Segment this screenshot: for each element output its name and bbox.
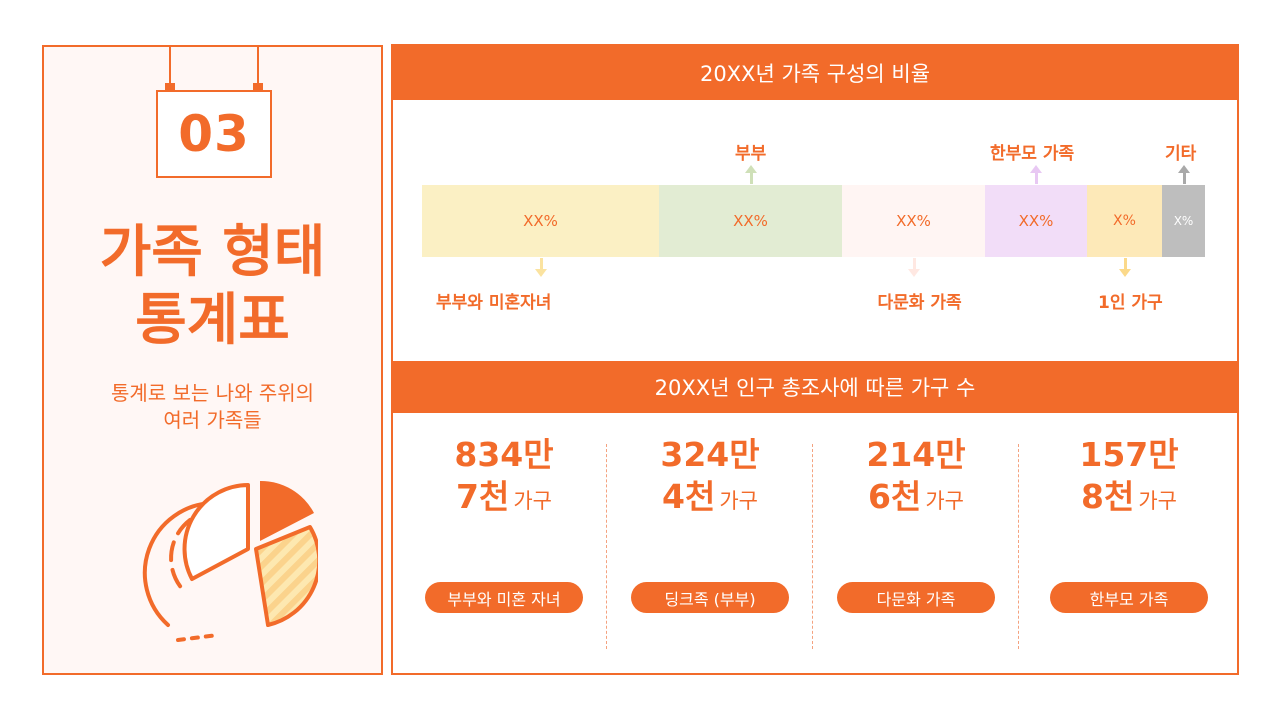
ratio-segment-value: XX%	[1018, 212, 1054, 230]
ratio-segment-value: XX%	[733, 212, 768, 230]
stat-divider	[1018, 444, 1019, 649]
sign-hanger-left	[169, 45, 171, 85]
page-subtitle-line1: 통계로 보는 나와 주위의	[110, 381, 315, 405]
stat-value-thousands: 8천	[1081, 477, 1135, 516]
ratio-segment-value: X%	[1113, 213, 1136, 229]
arrow-up-icon	[1030, 165, 1042, 185]
stat-unit: 가구	[1138, 489, 1177, 513]
stat-value-line1: 157만	[1079, 435, 1179, 474]
household-stat: 834만 7천 가구	[404, 434, 604, 522]
stat-unit: 가구	[719, 489, 758, 513]
ratio-segment: XX%	[659, 185, 842, 257]
household-stat: 157만 8천 가구	[1029, 434, 1229, 522]
household-stat: 214만 6천 가구	[816, 434, 1016, 522]
arrow-down-icon	[907, 258, 920, 278]
page-subtitle-line2: 여러 가족들	[163, 408, 262, 432]
stat-divider	[812, 444, 813, 649]
section2-title: 20XX년 인구 총조사에 따른 가구 수	[654, 376, 976, 400]
ratio-segment: X%	[1087, 185, 1162, 257]
stat-value-thousands: 7천	[456, 477, 510, 516]
page-subtitle: 통계로 보는 나와 주위의 여러 가족들	[44, 380, 381, 434]
ratio-segment: XX%	[422, 185, 659, 257]
section1-header: 20XX년 가족 구성의 비율	[393, 46, 1237, 100]
stat-value-line2: 6천 가구	[816, 476, 1016, 522]
section1-title: 20XX년 가족 구성의 비율	[699, 62, 931, 86]
ratio-segment-label: 부부와 미혼자녀	[436, 293, 552, 313]
stat-value-thousands: 4천	[662, 477, 716, 516]
ratio-segment: X%	[1162, 185, 1205, 257]
ratio-segment-label: 부부	[735, 144, 767, 164]
ratio-segment-label: 기타	[1165, 144, 1197, 164]
ratio-segment: XX%	[985, 185, 1087, 257]
ratio-segment-label: 1인 가구	[1098, 293, 1163, 313]
stat-category-label: 딩크족 (부부)	[664, 589, 756, 609]
ratio-segment-label: 다문화 가족	[877, 293, 962, 313]
ratio-segment: XX%	[842, 185, 985, 257]
arrow-down-icon	[534, 258, 547, 278]
stat-divider	[606, 444, 607, 649]
stat-value-line1: 324만	[660, 435, 760, 474]
stat-value-line1: 214만	[866, 435, 966, 474]
arrow-up-icon	[744, 165, 757, 185]
ratio-segment-value: XX%	[896, 212, 931, 230]
arrow-up-icon	[1177, 165, 1190, 185]
stat-value-line2: 4천 가구	[610, 476, 810, 522]
page-title-line2: 통계표	[135, 288, 290, 353]
stat-value-thousands: 6천	[868, 477, 922, 516]
stat-category-label: 부부와 미혼 자녀	[447, 589, 561, 609]
sign-pin-right	[253, 83, 263, 93]
stat-category-label: 한부모 가족	[1089, 589, 1169, 609]
stat-category-pill: 부부와 미혼 자녀	[425, 582, 583, 613]
stat-value-line2: 8천 가구	[1029, 476, 1229, 522]
page-title-line1: 가족 형태	[99, 220, 326, 285]
arrow-down-icon	[1118, 258, 1131, 278]
ratio-segment-value: X%	[1173, 214, 1194, 228]
stat-value-line1: 834만	[454, 435, 554, 474]
section-number-sign: 03	[156, 90, 272, 178]
stat-unit: 가구	[513, 489, 552, 513]
stat-category-pill: 다문화 가족	[837, 582, 995, 613]
sign-hanger-right	[257, 45, 259, 85]
household-stat: 324만 4천 가구	[610, 434, 810, 522]
stat-value-line2: 7천 가구	[404, 476, 604, 522]
stat-unit: 가구	[925, 489, 964, 513]
stat-category-pill: 딩크족 (부부)	[631, 582, 789, 613]
right-panel: 20XX년 가족 구성의 비율 20XX년 인구 총조사에 따른 가구 수 XX…	[391, 44, 1239, 675]
sign-pin-left	[165, 83, 175, 93]
ratio-segment-value: XX%	[523, 212, 558, 230]
section2-header: 20XX년 인구 총조사에 따른 가구 수	[393, 361, 1237, 413]
stat-category-label: 다문화 가족	[876, 589, 956, 609]
page-title: 가족 형태 통계표	[44, 219, 381, 355]
section-number: 03	[178, 105, 250, 163]
stat-category-pill: 한부모 가족	[1050, 582, 1208, 613]
pie-chart-icon	[128, 475, 322, 645]
left-panel: 03 가족 형태 통계표 통계로 보는 나와 주위의 여러 가족들	[42, 45, 383, 675]
ratio-segment-label: 한부모 가족	[990, 144, 1075, 164]
